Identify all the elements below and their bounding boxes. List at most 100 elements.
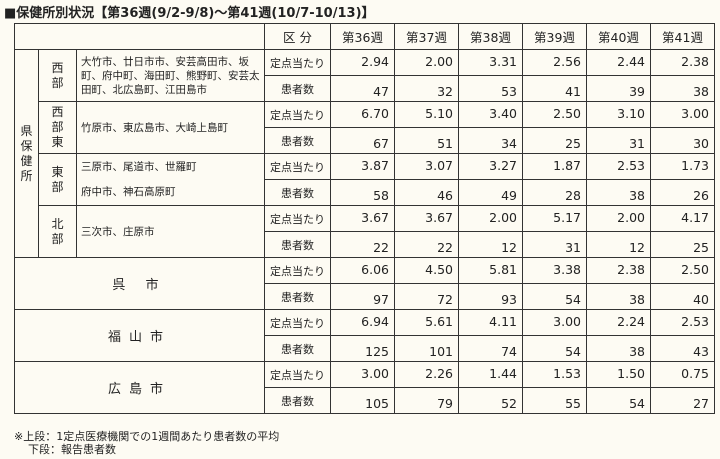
city-name: 呉 市: [14, 257, 265, 310]
group-areas: 三原市、尾道市、世羅町: [76, 153, 265, 180]
count-cell: 30: [650, 127, 715, 154]
rate-cell: 2.38: [586, 257, 651, 284]
rate-cell: 1.53: [522, 361, 587, 388]
rate-cell: 4.17: [650, 205, 715, 232]
surveillance-table: 区 分 第36週 第37週 第38週 第39週 第40週 第41週 県保健所 西…: [14, 23, 715, 414]
header-week: 第38週: [458, 23, 523, 50]
count-cell: 46: [394, 179, 459, 206]
group-name-cell: 北部: [38, 205, 77, 258]
rate-cell: 5.10: [394, 101, 459, 128]
rate-cell: 3.67: [330, 205, 395, 232]
count-cell: 54: [522, 335, 587, 362]
table-row: 患者数 97 72 93 54 38 40: [15, 283, 715, 310]
row-label-rate: 定点当たり: [264, 205, 331, 232]
group-name-cell: 西部: [38, 49, 77, 102]
rate-cell: 3.00: [650, 101, 715, 128]
group-name-cell: 東部: [38, 153, 77, 206]
rate-cell: 3.38: [522, 257, 587, 284]
rate-cell: 2.53: [586, 153, 651, 180]
rate-cell: 3.27: [458, 153, 523, 180]
rate-cell: 1.87: [522, 153, 587, 180]
count-cell: 40: [650, 283, 715, 310]
count-cell: 38: [586, 283, 651, 310]
count-cell: 54: [586, 387, 651, 414]
header-kubun: 区 分: [264, 23, 331, 50]
table-row: 府中市、神石高原町 患者数 58 46 49 28 38 26: [15, 179, 715, 206]
footnote: ※上段：1定点医療機関での1週間あたり患者数の平均 下段：報告患者数: [14, 430, 279, 456]
count-cell: 47: [330, 75, 395, 102]
count-cell: 39: [586, 75, 651, 102]
count-cell: 93: [458, 283, 523, 310]
row-label-rate: 定点当たり: [264, 153, 331, 180]
group-name: 北部: [51, 216, 64, 246]
rate-cell: 3.10: [586, 101, 651, 128]
count-cell: 25: [650, 231, 715, 258]
rate-cell: 1.50: [586, 361, 651, 388]
city-name: 福山市: [14, 309, 265, 362]
rate-cell: 6.70: [330, 101, 395, 128]
count-cell: 22: [394, 231, 459, 258]
table-row: 患者数 22 22 12 31 12 25: [15, 231, 715, 258]
rate-cell: 3.00: [522, 309, 587, 336]
group-name-cell: 西部東: [38, 101, 77, 154]
count-cell: 31: [522, 231, 587, 258]
rate-cell: 2.50: [522, 101, 587, 128]
rate-cell: 3.07: [394, 153, 459, 180]
count-cell: 41: [522, 75, 587, 102]
rate-cell: 3.31: [458, 49, 523, 76]
rate-cell: 1.44: [458, 361, 523, 388]
count-cell: 31: [586, 127, 651, 154]
group-name: 西部東: [51, 105, 64, 149]
row-label-count: 患者数: [264, 127, 331, 154]
rate-cell: 2.50: [650, 257, 715, 284]
header-week: 第36週: [330, 23, 395, 50]
table-row: 北部 三次市、庄原市 定点当たり 3.67 3.67 2.00 5.17 2.0…: [15, 205, 715, 258]
footnote-line-2: 下段：報告患者数: [28, 443, 116, 456]
count-cell: 55: [522, 387, 587, 414]
row-label-count: 患者数: [264, 75, 331, 102]
table-row: 県保健所 西部 大竹市、廿日市市、安芸高田市、坂町、府中町、海田町、熊野町、安芸…: [14, 49, 715, 258]
count-cell: 32: [394, 75, 459, 102]
count-cell: 38: [650, 75, 715, 102]
rate-cell: 2.26: [394, 361, 459, 388]
group-name: 西部: [51, 60, 64, 90]
rate-cell: 3.67: [394, 205, 459, 232]
header-row: 区 分 第36週 第37週 第38週 第39週 第40週 第41週: [14, 23, 715, 50]
footnote-line-1: ※上段：1定点医療機関での1週間あたり患者数の平均: [14, 430, 280, 443]
count-cell: 54: [522, 283, 587, 310]
group-areas: 大竹市、廿日市市、安芸高田市、坂町、府中町、海田町、熊野町、安芸太田町、北広島町…: [76, 49, 265, 102]
count-cell: 125: [330, 335, 395, 362]
count-cell: 26: [650, 179, 715, 206]
row-label-count: 患者数: [264, 231, 331, 258]
count-cell: 38: [586, 179, 651, 206]
rate-cell: 2.00: [586, 205, 651, 232]
count-cell: 34: [458, 127, 523, 154]
rate-cell: 3.00: [330, 361, 395, 388]
header-week: 第37週: [394, 23, 459, 50]
group-name: 東部: [51, 164, 64, 194]
rate-cell: 2.53: [650, 309, 715, 336]
row-label-count: 患者数: [264, 387, 331, 414]
header-week: 第39週: [522, 23, 587, 50]
row-label-rate: 定点当たり: [264, 257, 331, 284]
count-cell: 52: [458, 387, 523, 414]
row-label-rate: 定点当たり: [264, 49, 331, 76]
header-week: 第40週: [586, 23, 651, 50]
count-cell: 43: [650, 335, 715, 362]
group-areas: 三次市、庄原市: [76, 205, 265, 258]
count-cell: 97: [330, 283, 395, 310]
table-row: 患者数 105 79 52 55 54 27: [15, 387, 715, 414]
row-label-rate: 定点当たり: [264, 309, 331, 336]
rate-cell: 5.61: [394, 309, 459, 336]
rate-cell: 5.17: [522, 205, 587, 232]
count-cell: 12: [586, 231, 651, 258]
table-row: 東部 三原市、尾道市、世羅町 定点当たり 3.87 3.07 3.27 1.87…: [15, 153, 715, 206]
count-cell: 27: [650, 387, 715, 414]
group-areas: 竹原市、東広島市、大崎上島町: [76, 101, 265, 154]
count-cell: 38: [586, 335, 651, 362]
rate-cell: 5.81: [458, 257, 523, 284]
row-label-count: 患者数: [264, 179, 331, 206]
rate-cell: 6.06: [330, 257, 395, 284]
count-cell: 79: [394, 387, 459, 414]
city-name: 広島市: [14, 361, 265, 414]
